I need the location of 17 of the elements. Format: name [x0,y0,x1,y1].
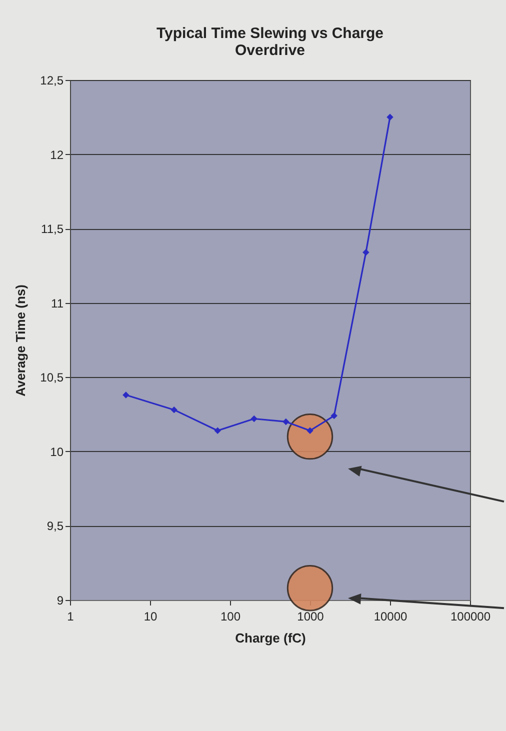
y-tick-label: 12,5 [40,74,64,88]
y-tick-label: 10 [50,444,64,459]
x-tick-label: 1 [67,610,74,624]
y-tick-label: 9,5 [46,519,64,534]
x-tick-label: 1000 [297,610,324,624]
x-tick-label: 10 [144,610,158,624]
y-tick-label: 10,5 [40,370,64,385]
x-tick-label: 100000 [450,610,491,624]
y-tick-label: 11 [51,296,64,310]
y-tick-label: 11,5 [41,222,64,236]
y-tick-label: 12 [50,148,64,162]
x-axis-title: Charge (fC) [235,630,306,646]
y-axis-title: Average Time (ns) [13,284,28,396]
x-tick-label: 10000 [374,610,408,624]
y-tick-label: 9 [56,594,64,608]
x-tick-label: 100 [220,610,241,624]
chart-title: Typical Time Slewing vs Charge Overdrive [156,25,384,59]
